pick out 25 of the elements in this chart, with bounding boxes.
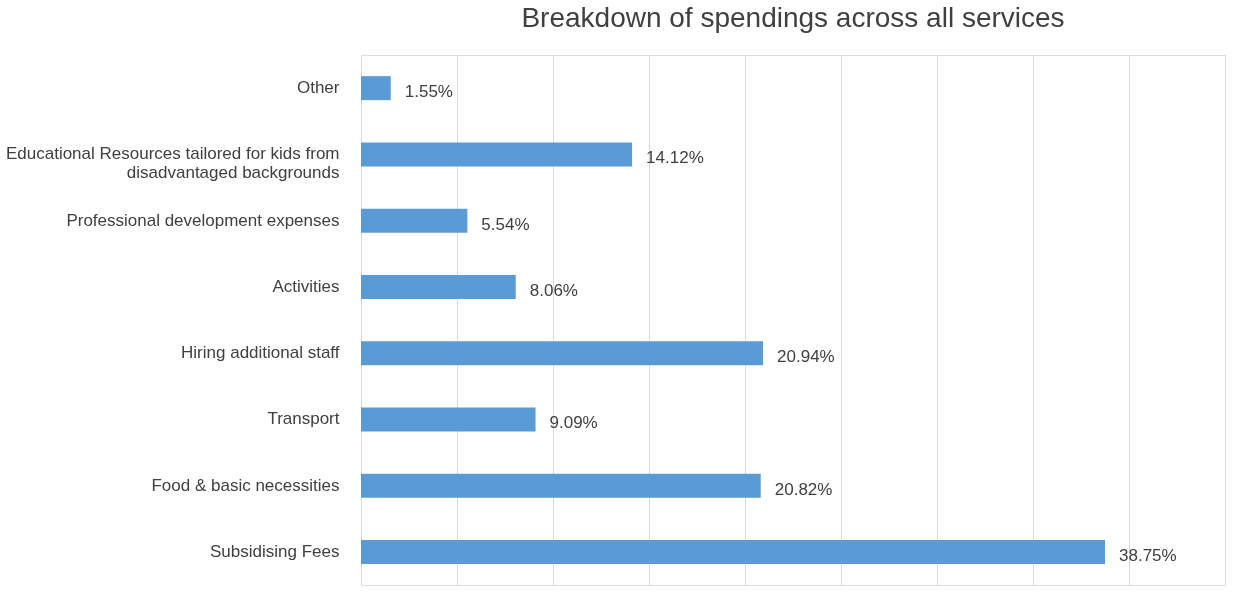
y-tick-label: Hiring additional staff <box>181 343 340 363</box>
bar <box>361 539 1105 564</box>
data-label: 20.94% <box>777 347 835 367</box>
bar <box>361 76 391 101</box>
data-label: 20.82% <box>774 479 833 499</box>
y-tick-label: Transport <box>267 409 340 429</box>
y-tick-label: Educational Resources tailored for kids from disadvantaged backgrounds <box>5 144 340 183</box>
bar <box>361 142 633 167</box>
data-label: 1.55% <box>404 82 453 102</box>
data-label: 5.54% <box>481 214 530 234</box>
chart-title: Breakdown of spendings across all services <box>521 2 1065 33</box>
bar <box>361 407 536 432</box>
y-tick-label: Activities <box>272 276 340 296</box>
bar <box>361 274 516 299</box>
data-label: 14.12% <box>646 148 704 168</box>
bar <box>361 341 764 366</box>
data-label: 38.75% <box>1119 545 1177 565</box>
data-label: 8.06% <box>529 280 578 300</box>
y-tick-label: Other <box>296 78 340 98</box>
bar <box>361 208 468 233</box>
data-label: 9.09% <box>549 413 598 433</box>
y-tick-label: Subsidising Fees <box>210 541 340 561</box>
y-tick-label: Food & basic necessities <box>151 475 340 495</box>
bar <box>361 473 761 498</box>
y-tick-label: Professional development expenses <box>66 210 340 230</box>
